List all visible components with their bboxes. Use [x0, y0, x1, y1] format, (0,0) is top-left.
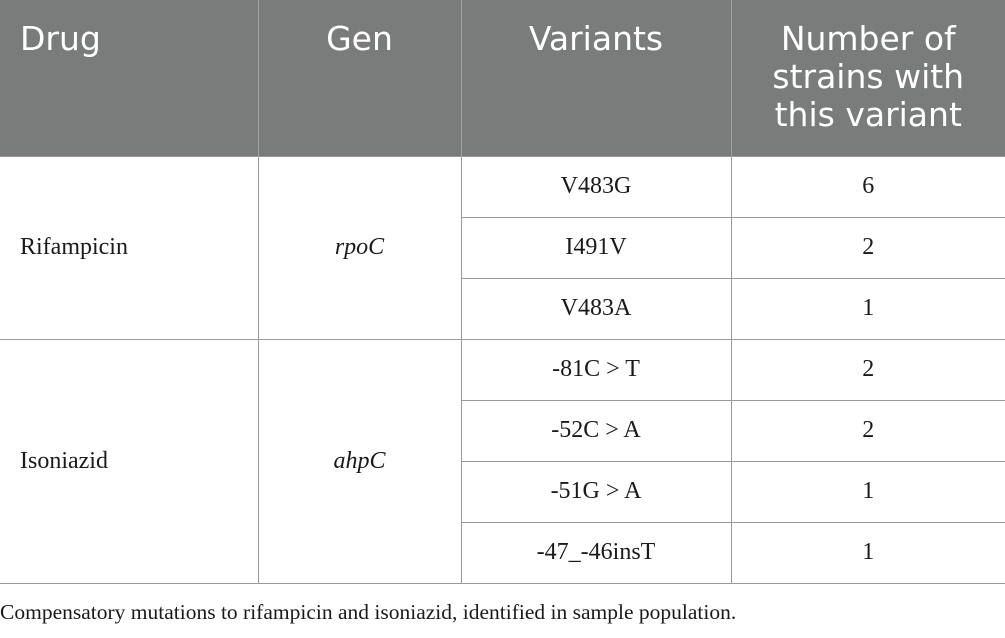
table-row: -52C > A 2	[0, 399, 1005, 462]
header-strain-count: Number of strains with this variant	[731, 0, 1005, 156]
gene-cell: ahpC	[257, 338, 462, 584]
variant-cell: I491V	[460, 216, 732, 279]
header-row: Drug Gen Variants Number of strains with…	[0, 0, 1005, 156]
table-caption: Compensatory mutations to rifampicin and…	[0, 600, 737, 624]
table-row: I491V 2	[0, 216, 1005, 279]
variant-cell: -52C > A	[460, 399, 732, 462]
variant-cell: V483G	[460, 155, 732, 218]
header-drug: Drug	[0, 0, 259, 156]
variant-cell: V483A	[460, 277, 732, 340]
table-row: Rifampicin rpoC V483G 6	[0, 155, 1005, 340]
count-cell: 1	[730, 521, 1005, 584]
table-row: Isoniazid ahpC -81C > T 2	[0, 338, 1005, 584]
count-cell: 1	[730, 460, 1005, 523]
table-row: -47_-46insT 1	[0, 521, 1005, 584]
count-cell: 6	[730, 155, 1005, 218]
variant-cell: -51G > A	[460, 460, 732, 523]
header-variants: Variants	[461, 0, 732, 156]
variant-cell: -81C > T	[460, 338, 732, 401]
header-gene: Gen	[258, 0, 462, 156]
variant-cell: -47_-46insT	[460, 521, 732, 584]
count-cell: 2	[730, 338, 1005, 401]
count-cell: 1	[730, 277, 1005, 340]
count-cell: 2	[730, 216, 1005, 279]
drug-cell: Isoniazid	[0, 338, 259, 584]
drug-cell: Rifampicin	[0, 155, 259, 340]
gene-cell: rpoC	[257, 155, 462, 340]
mutations-table: Drug Gen Variants Number of strains with…	[0, 0, 1005, 584]
count-cell: 2	[730, 399, 1005, 462]
